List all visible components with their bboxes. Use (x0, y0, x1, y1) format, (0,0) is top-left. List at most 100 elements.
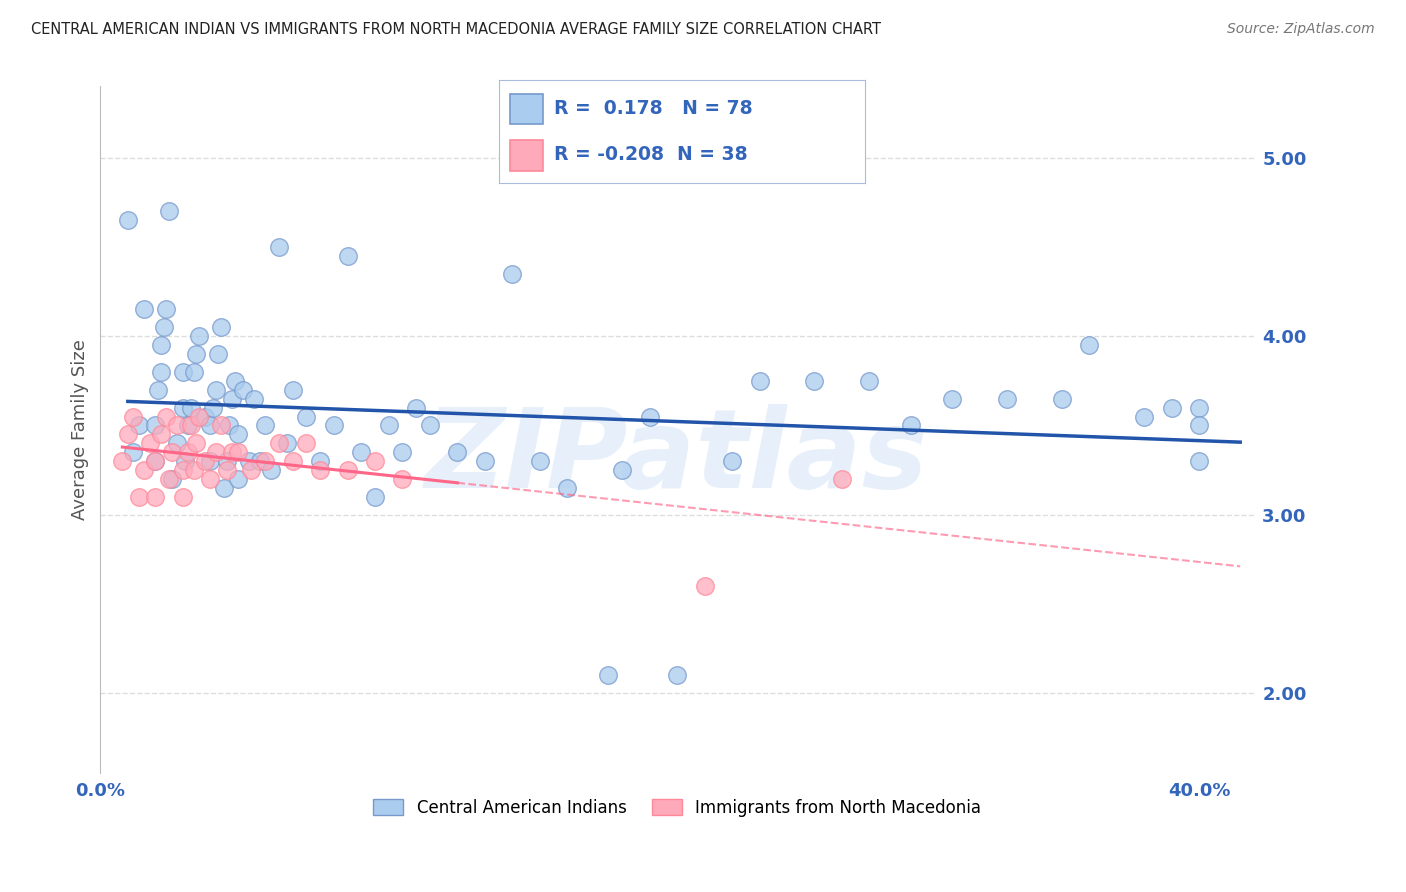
Point (134, 463, 156, 477)
Point (143, 490, 166, 504)
Text: Source: ZipAtlas.com: Source: ZipAtlas.com (1227, 22, 1375, 37)
Point (501, 267, 523, 281)
Point (157, 472, 180, 486)
Point (858, 374, 880, 388)
Point (149, 365, 172, 379)
Point (134, 302, 156, 317)
Point (666, 668, 689, 682)
Point (143, 418, 166, 433)
Point (1078, 338, 1101, 352)
Point (1188, 454, 1211, 468)
Point (177, 418, 200, 433)
Point (598, 668, 620, 682)
Point (267, 436, 290, 450)
Point (721, 454, 744, 468)
Point (139, 436, 162, 450)
Point (186, 436, 208, 450)
Point (143, 454, 166, 468)
Point (157, 204, 180, 219)
Text: ZIPatlas: ZIPatlas (425, 404, 929, 511)
Point (207, 347, 229, 361)
Point (240, 463, 263, 477)
Point (183, 463, 205, 477)
Point (405, 401, 427, 415)
Point (1188, 418, 1211, 433)
Point (831, 472, 853, 486)
Point (146, 383, 169, 397)
Point (243, 392, 266, 406)
Point (155, 409, 177, 424)
Point (995, 392, 1018, 406)
Point (122, 445, 145, 459)
Point (215, 463, 238, 477)
Text: R =  0.178   N = 78: R = 0.178 N = 78 (554, 99, 752, 118)
Point (200, 418, 222, 433)
Point (172, 365, 194, 379)
Point (529, 454, 551, 468)
Point (194, 409, 217, 424)
Text: CENTRAL AMERICAN INDIAN VS IMMIGRANTS FROM NORTH MACEDONIA AVERAGE FAMILY SIZE C: CENTRAL AMERICAN INDIAN VS IMMIGRANTS FR… (31, 22, 882, 37)
Point (209, 320, 232, 334)
Bar (510, 140, 543, 170)
Point (295, 436, 318, 450)
Point (143, 454, 166, 468)
Point (281, 454, 304, 468)
Point (160, 472, 183, 486)
Point (474, 454, 496, 468)
Point (226, 472, 249, 486)
Point (204, 383, 226, 397)
Point (1188, 401, 1211, 415)
Point (201, 401, 224, 415)
Point (177, 445, 200, 459)
Point (1160, 401, 1182, 415)
Legend: Central American Indians, Immigrants from North Macedonia: Central American Indians, Immigrants fro… (367, 792, 987, 823)
Point (172, 463, 194, 477)
Point (117, 427, 139, 442)
Point (174, 454, 197, 468)
Point (249, 454, 271, 468)
Point (188, 409, 211, 424)
Point (194, 454, 217, 468)
Point (226, 427, 249, 442)
Point (200, 454, 222, 468)
Point (209, 418, 232, 433)
Point (322, 418, 344, 433)
Point (391, 445, 413, 459)
Point (364, 454, 387, 468)
Point (149, 427, 172, 442)
Point (183, 365, 205, 379)
Point (204, 445, 226, 459)
Bar (510, 94, 543, 124)
Point (221, 445, 243, 459)
Point (186, 347, 208, 361)
Point (254, 418, 277, 433)
Point (221, 392, 243, 406)
Point (377, 418, 399, 433)
Point (350, 445, 373, 459)
Point (238, 454, 260, 468)
Point (803, 374, 825, 388)
Point (232, 383, 254, 397)
Point (364, 490, 387, 504)
Point (259, 463, 281, 477)
Point (172, 401, 194, 415)
Point (180, 418, 202, 433)
Point (172, 490, 194, 504)
Point (612, 463, 634, 477)
Point (152, 320, 174, 334)
Point (117, 213, 139, 227)
Point (693, 579, 716, 593)
Point (748, 374, 770, 388)
Point (218, 418, 240, 433)
Point (555, 481, 578, 495)
Y-axis label: Average Family Size: Average Family Size (72, 340, 89, 520)
Point (212, 481, 235, 495)
Point (128, 490, 150, 504)
Point (638, 409, 661, 424)
Point (111, 454, 134, 468)
Point (336, 463, 359, 477)
Point (188, 329, 211, 343)
Point (166, 418, 188, 433)
Point (254, 454, 277, 468)
Point (267, 240, 290, 254)
